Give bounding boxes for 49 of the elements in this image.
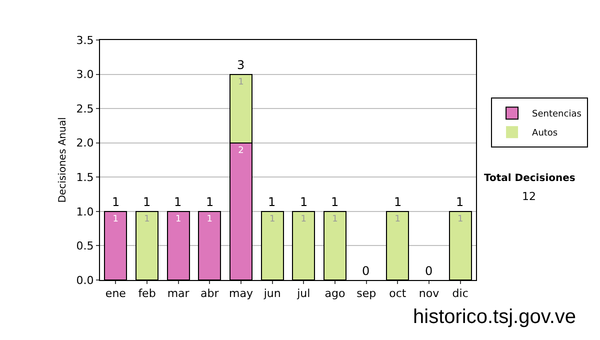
data-label: 1 — [269, 214, 276, 224]
x-tick-label: abr — [200, 287, 220, 300]
y-tick-label: 1.0 — [76, 205, 94, 218]
data-label: 1 — [144, 214, 150, 224]
total-label: 0 — [362, 264, 370, 278]
x-tick-label: jun — [262, 287, 281, 300]
data-label: 1 — [238, 77, 244, 88]
data-label: 1 — [206, 214, 213, 224]
x-tick-label: dic — [452, 287, 468, 300]
y-axis-title: Decisiones Anual — [57, 117, 68, 203]
x-tick-label: may — [229, 287, 254, 300]
total-label: 1 — [206, 195, 214, 209]
x-tick-label: oct — [389, 287, 407, 300]
total-label: 1 — [174, 195, 182, 209]
total-label: 1 — [394, 195, 402, 209]
text: Total Decisiones — [484, 173, 576, 184]
total-label: 1 — [112, 195, 120, 209]
total-label: 3 — [237, 58, 245, 72]
y-tick-label: 3.5 — [76, 34, 94, 47]
text: historico.tsj.gov.ve — [413, 306, 576, 328]
total-label: 1 — [143, 195, 151, 209]
x-tick-label: ago — [324, 287, 346, 300]
total-label: 1 — [300, 195, 308, 209]
y-tick-label: 0.5 — [76, 240, 94, 253]
y-tick-label: 1.5 — [76, 170, 94, 184]
data-label: 2 — [238, 146, 244, 156]
x-tick-label: mar — [167, 287, 190, 300]
y-tick-label: 2.0 — [76, 136, 94, 150]
y-tick-label: 3.0 — [76, 68, 94, 82]
data-label: 1 — [112, 214, 119, 224]
x-tick-label: jul — [296, 287, 310, 300]
x-tick-label: sep — [356, 287, 376, 300]
total-label: 1 — [456, 195, 464, 209]
y-tick-label: 2.5 — [76, 102, 94, 116]
x-tick-label: ene — [105, 287, 126, 300]
total-label: 0 — [425, 264, 433, 278]
data-label: 1 — [457, 214, 464, 224]
total-label: 1 — [268, 195, 276, 209]
total-label: 1 — [331, 195, 339, 209]
y-tick-label: 0.0 — [76, 274, 94, 287]
data-label: 1 — [300, 214, 307, 224]
x-tick-label: feb — [138, 287, 156, 300]
data-label: 1 — [175, 214, 182, 224]
data-label: 1 — [332, 214, 338, 224]
text: 12 — [522, 190, 536, 203]
data-label: 1 — [394, 214, 401, 224]
x-tick-label: nov — [418, 287, 440, 300]
legend-label: Sentencias — [532, 110, 582, 120]
legend-label: Autos — [532, 128, 558, 139]
